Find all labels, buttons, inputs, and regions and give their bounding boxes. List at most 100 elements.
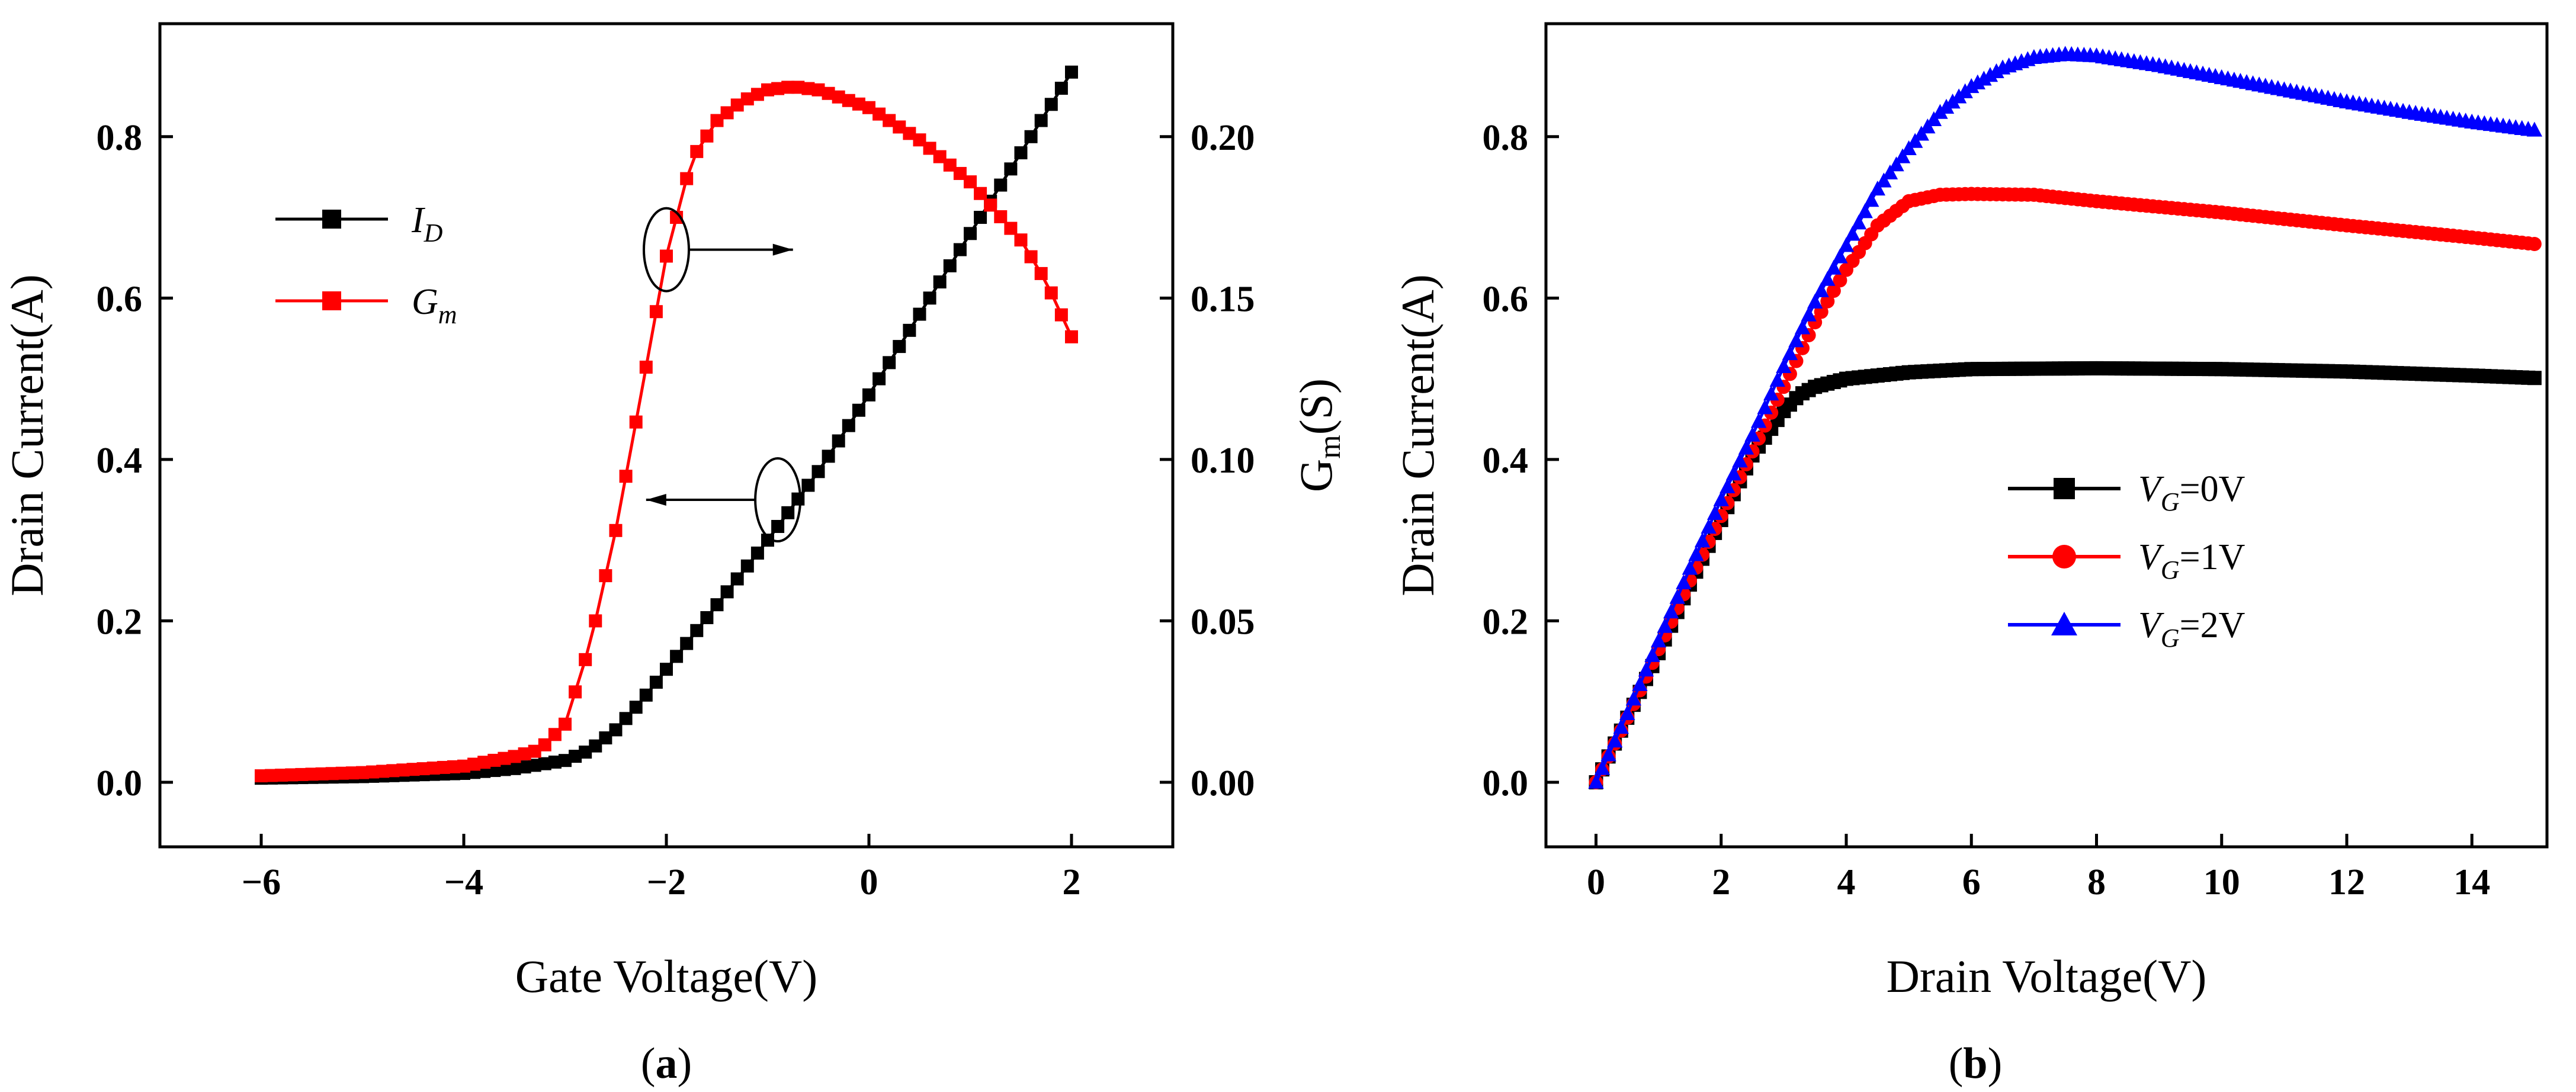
a-ytick-label: 0.8 xyxy=(97,118,143,158)
a-data-point xyxy=(518,760,531,774)
legend-a-item-gm: Gm xyxy=(275,282,457,329)
a-ytick-label: 0.2 xyxy=(97,602,143,642)
a-data-point xyxy=(487,753,501,767)
b-data-point xyxy=(1657,618,1673,633)
a-data-point xyxy=(994,178,1008,192)
legend-b-item-vg1: VG=1V xyxy=(2008,537,2245,584)
a-data-point xyxy=(700,129,714,143)
a-data-point xyxy=(670,650,684,663)
legend-b-label-vg0-tail: =0V xyxy=(2180,469,2245,509)
b-data-point xyxy=(1594,760,1611,775)
a-data-point xyxy=(953,243,967,256)
b-data-point xyxy=(1625,690,1642,706)
a-xtick-label: 0 xyxy=(860,862,878,902)
b-data-point xyxy=(1738,439,1754,455)
b-xtick-label: 6 xyxy=(1962,862,1981,902)
a-data-point xyxy=(356,766,369,779)
legend-a-label-id: I xyxy=(411,200,426,240)
a-data-point xyxy=(548,755,562,769)
svg-text:VG=1V: VG=1V xyxy=(2138,537,2245,584)
a-data-point xyxy=(953,166,967,180)
a-data-point xyxy=(842,419,855,432)
a-data-point xyxy=(1065,330,1078,343)
a-y2tick-label: 0.10 xyxy=(1191,441,1255,481)
a-data-point xyxy=(639,688,653,702)
a-data-point xyxy=(761,83,774,97)
b-data-point xyxy=(1725,465,1742,481)
a-data-point xyxy=(467,757,481,771)
a-xtick-label: −4 xyxy=(444,862,483,902)
b-data-point xyxy=(1688,546,1704,561)
a-data-point xyxy=(437,760,450,774)
a-data-point xyxy=(649,305,663,319)
a-data-point xyxy=(579,746,592,759)
a-data-point xyxy=(700,611,714,624)
a-data-point xyxy=(660,663,673,676)
svg-text:ID: ID xyxy=(411,200,443,248)
b-data-point xyxy=(1701,518,1717,534)
a-data-point xyxy=(335,766,349,780)
b-series-vg2 xyxy=(1588,46,2543,789)
a-ytick-label: 0.6 xyxy=(97,279,143,319)
a-y2tick-label: 0.05 xyxy=(1191,602,1255,642)
b-ytick-label: 0.2 xyxy=(1483,602,1529,642)
a-annotation-0 xyxy=(643,207,793,293)
a-xtick-label: 2 xyxy=(1063,862,1081,902)
y2label-a-sub: m xyxy=(1313,435,1347,458)
a-data-point xyxy=(559,754,572,767)
a-data-point xyxy=(750,546,764,560)
b-xtick-label: 10 xyxy=(2203,862,2240,902)
legend-b-label-vg1: V xyxy=(2138,537,2164,577)
a-ytick-label: 0.0 xyxy=(97,763,143,804)
b-data-point xyxy=(1606,733,1623,748)
a-data-point xyxy=(710,114,724,127)
a-data-point xyxy=(842,94,855,107)
legend-b: VG=0V VG=1V VG=2V xyxy=(2008,469,2245,653)
b-data-point xyxy=(1832,248,1848,264)
a-data-point xyxy=(811,465,825,478)
a-data-point xyxy=(994,210,1008,223)
b-data-point xyxy=(1813,282,1829,297)
y2label-a: Gm(S) xyxy=(1290,378,1347,492)
a-data-point xyxy=(943,259,957,272)
a-data-point xyxy=(255,769,268,783)
b-data-point xyxy=(1894,148,1911,163)
b-data-point xyxy=(2526,121,2543,137)
a-data-point xyxy=(933,275,947,289)
a-data-point xyxy=(1044,286,1058,300)
a-data-point xyxy=(376,765,390,778)
b-data-point xyxy=(1669,589,1686,604)
legend-a-label-gm-sub: m xyxy=(438,300,457,329)
b-data-point xyxy=(1876,172,1892,188)
a-data-point xyxy=(579,653,592,666)
a-data-point xyxy=(964,227,977,240)
a-data-point xyxy=(923,142,936,155)
a-data-point xyxy=(690,144,704,158)
legend-b-label-vg1-sub: G xyxy=(2161,555,2180,584)
a-data-point xyxy=(893,120,906,134)
legend-b-label-vg0: V xyxy=(2138,469,2164,509)
b-data-point xyxy=(1632,676,1648,691)
a-data-point xyxy=(670,211,684,224)
a-data-point xyxy=(801,82,815,95)
a-data-point xyxy=(883,356,896,370)
a-data-point xyxy=(923,291,936,305)
a-data-point xyxy=(569,685,582,699)
b-data-point xyxy=(1844,226,1860,241)
b-data-point xyxy=(1869,180,1886,196)
y2label-a-tail: (S) xyxy=(1290,378,1342,435)
a-data-point xyxy=(325,767,339,781)
a-data-point xyxy=(538,738,551,751)
b-data-point xyxy=(1720,478,1735,494)
panel-b: 0 2 4 6 8 10 12 14 0.00.20.40.60.8 VG=0V VG=1V xyxy=(1392,22,2549,1088)
a-data-point xyxy=(1024,130,1038,143)
a-y2tick-label: 0.15 xyxy=(1191,279,1255,319)
a-data-point xyxy=(609,523,623,537)
legend-b-label-vg2-sub: G xyxy=(2161,624,2180,653)
b-data-point xyxy=(1826,284,1841,298)
a-data-point xyxy=(426,761,440,775)
a-data-point xyxy=(893,340,906,354)
a-data-point xyxy=(285,768,299,782)
a-data-point xyxy=(386,764,400,778)
a-data-point xyxy=(740,559,754,573)
